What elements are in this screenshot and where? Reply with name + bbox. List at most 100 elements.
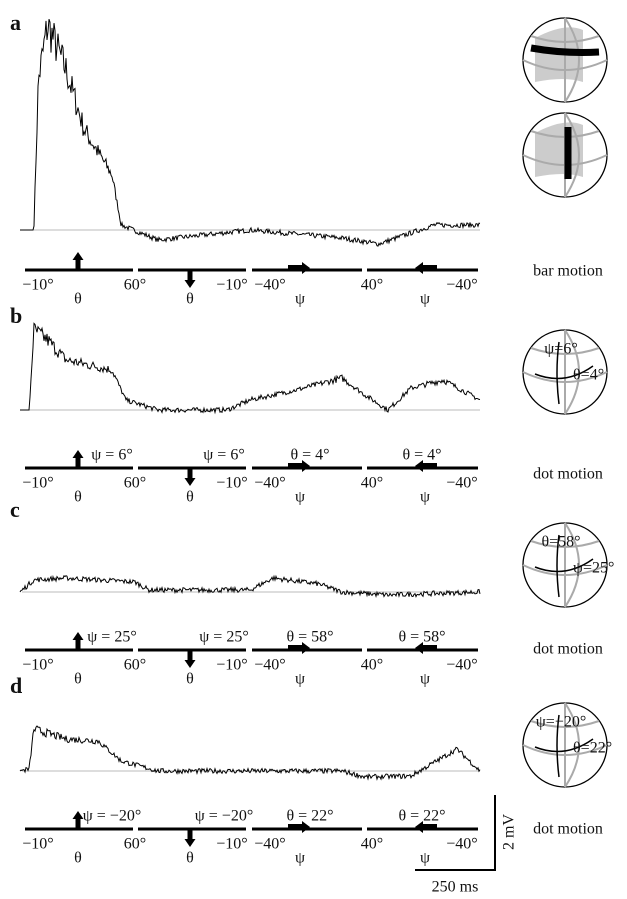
direction-arrow [72, 252, 84, 270]
meridian [564, 329, 580, 415]
bar-label: −40° [446, 277, 477, 294]
stimulus-label: θ = 58° [286, 629, 333, 646]
panel-label: c [10, 497, 20, 522]
axis-symbol: θ [186, 291, 194, 308]
bar-label: 40° [361, 657, 383, 674]
bar-label: 60° [124, 657, 146, 674]
sphere-label: ψ=6° [544, 341, 577, 358]
direction-arrow [72, 450, 84, 468]
parallel [530, 540, 600, 548]
caption: dot motion [533, 821, 603, 838]
stimulus-label: ψ = 25° [87, 629, 136, 646]
bar-label: −40° [254, 657, 285, 674]
motion-arrow [556, 341, 560, 405]
bar-label: 40° [361, 277, 383, 294]
scale-label: 250 ms [432, 879, 479, 896]
bar-label: −40° [446, 836, 477, 853]
stimulus-patch [535, 122, 583, 177]
bar-label: 60° [124, 277, 146, 294]
direction-arrow [184, 270, 196, 288]
motion-arrow [556, 714, 560, 778]
bar-label: 40° [361, 836, 383, 853]
stimulus-label: ψ = 6° [203, 447, 244, 464]
panel-label: b [10, 303, 22, 328]
bar-label: 60° [124, 475, 146, 492]
panel-label: d [10, 673, 22, 698]
direction-arrow [288, 642, 310, 654]
direction-arrow [415, 460, 437, 472]
parallel [522, 59, 608, 71]
panel-label: a [10, 10, 21, 35]
bar-label: −40° [254, 277, 285, 294]
bar-label: −10° [22, 657, 53, 674]
motion-arrow [534, 558, 594, 573]
parallel [522, 564, 608, 576]
caption: dot motion [533, 641, 603, 658]
sphere-label: ψ=−20° [536, 714, 586, 731]
stimulus-label: ψ = −20° [195, 808, 253, 825]
caption: bar motion [533, 263, 603, 280]
axis-symbol: θ [74, 489, 82, 506]
bar-stimulus [530, 44, 600, 56]
stimulus-label: ψ = 6° [91, 447, 132, 464]
direction-arrow [184, 829, 196, 847]
axis-symbol: θ [186, 850, 194, 867]
sphere-label: ψ=25° [573, 560, 614, 577]
meridian [564, 17, 580, 103]
sphere-label: θ=58° [541, 534, 580, 551]
motion-arrow [534, 738, 594, 753]
meridian [564, 522, 580, 608]
stimulus-label: θ = 22° [286, 808, 333, 825]
bar-label: 40° [361, 475, 383, 492]
direction-arrow [184, 468, 196, 486]
direction-arrow [288, 460, 310, 472]
parallel [530, 347, 600, 355]
direction-arrow [288, 262, 310, 274]
sphere-label: θ=22° [573, 740, 612, 757]
voltage-trace [20, 322, 481, 415]
axis-symbol: θ [74, 850, 82, 867]
direction-arrow [415, 821, 437, 833]
stimulus-label: θ = 22° [398, 808, 445, 825]
axis-symbol: θ [186, 489, 194, 506]
direction-arrow [415, 262, 437, 274]
voltage-trace [19, 725, 481, 781]
bar-label: −10° [22, 475, 53, 492]
stimulus-label: θ = 4° [402, 447, 441, 464]
meridian [564, 112, 580, 198]
axis-symbol: ψ [295, 291, 305, 308]
direction-arrow [288, 821, 310, 833]
parallel [522, 744, 608, 756]
axis-symbol: ψ [420, 489, 430, 506]
axis-symbol: θ [186, 671, 194, 688]
axis-symbol: ψ [295, 671, 305, 688]
axis-symbol: ψ [295, 489, 305, 506]
axis-symbol: ψ [420, 850, 430, 867]
parallel [530, 720, 600, 728]
bar-label: −10° [216, 277, 247, 294]
direction-arrow [72, 811, 84, 829]
sphere-label: θ=4° [573, 367, 604, 384]
stimulus-label: ψ = −20° [83, 808, 141, 825]
bar-label: −40° [446, 475, 477, 492]
scale-label: 2 mV [501, 814, 518, 850]
caption: dot motion [533, 466, 603, 483]
bar-label: −10° [216, 657, 247, 674]
parallel [530, 35, 600, 43]
direction-arrow [415, 642, 437, 654]
stimulus-label: θ = 58° [398, 629, 445, 646]
axis-symbol: ψ [420, 671, 430, 688]
axis-symbol: θ [74, 291, 82, 308]
bar-label: 60° [124, 836, 146, 853]
direction-arrow [184, 650, 196, 668]
bar-label: −40° [254, 836, 285, 853]
axis-symbol: ψ [420, 291, 430, 308]
voltage-trace [20, 19, 481, 247]
bar-label: −40° [446, 657, 477, 674]
bar-label: −10° [22, 277, 53, 294]
axis-symbol: ψ [295, 850, 305, 867]
meridian [564, 702, 580, 788]
stimulus-label: ψ = 25° [199, 629, 248, 646]
parallel [522, 371, 608, 383]
